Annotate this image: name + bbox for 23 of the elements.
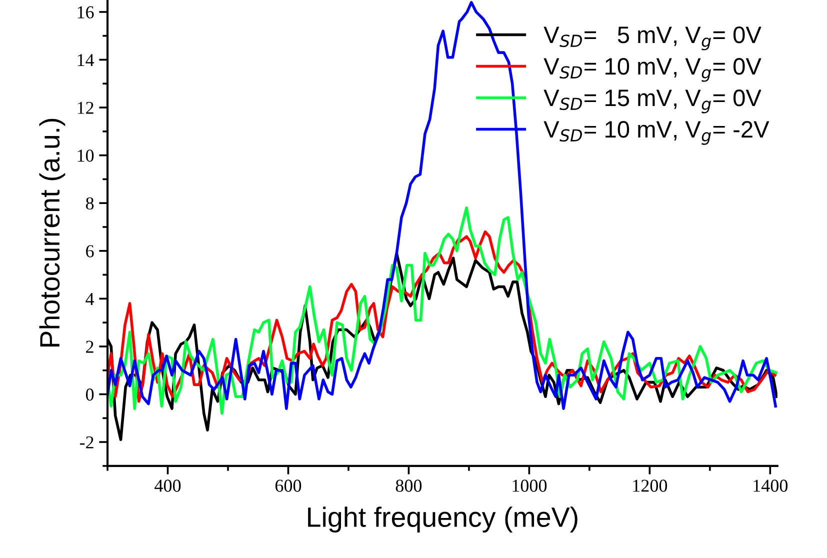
y-tick-label: 2	[86, 340, 94, 353]
x-tick-label: 400	[154, 480, 181, 492]
y-tick-label: 0	[86, 388, 94, 401]
x-tick-label: 800	[396, 480, 422, 492]
line-series	[108, 1, 777, 410]
y-tick-label: 4	[86, 293, 94, 305]
y-tick-label: 6	[86, 245, 94, 258]
legend-label: V$_{SD}$= 15 mV, V$_{g}$= 0V	[544, 90, 762, 114]
legend-label: V$_{SD}$= 10 mV, V$_{g}$= -2V	[544, 121, 770, 145]
x-tick-label: 1400	[754, 480, 788, 492]
legend-label: V$_{SD}$= 10 mV, V$_{g}$= 0V	[544, 58, 762, 82]
y-tick-label: -2	[80, 436, 94, 448]
y-tick-label: 10	[78, 150, 94, 162]
y-tick-label: 16	[78, 6, 94, 18]
legend-label: V$_{SD}$= 5 mV, V$_{g}$= 0V	[544, 26, 762, 50]
y-tick-label: 14	[78, 54, 94, 66]
x-tick-label: 600	[275, 480, 302, 492]
x-tick-label: 1200	[633, 480, 668, 492]
x-axis-title: Light frequency (meV)	[308, 506, 578, 533]
y-tick-label: 12	[78, 102, 94, 114]
y-axis-title: Photocurrent (a.u.)	[39, 118, 66, 346]
y-tick-label: 8	[86, 197, 94, 210]
x-tick-label: 1000	[512, 480, 547, 492]
